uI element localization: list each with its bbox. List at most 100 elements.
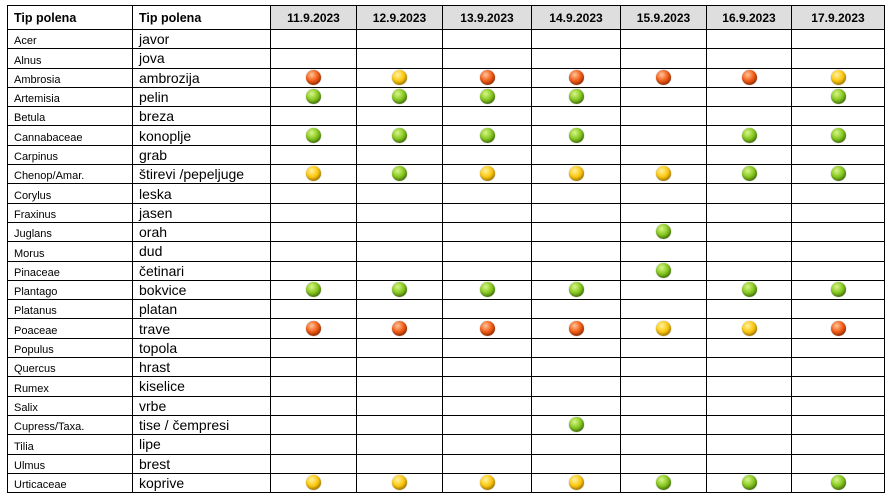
pollen-latin-name: Tilia (7, 434, 133, 455)
pollen-latin-name: Acer (7, 28, 133, 50)
pollen-level-cell (270, 434, 357, 455)
pollen-level-cell (706, 414, 792, 436)
pollen-level-cell (706, 106, 792, 127)
level-low-dot-icon (568, 282, 584, 298)
pollen-local-name: kiselice (132, 376, 271, 397)
pollen-level-cell (620, 106, 707, 127)
pollen-level-cell (270, 337, 357, 359)
pollen-local-name: topola (132, 337, 271, 359)
pollen-level-cell (356, 86, 443, 108)
pollen-level-cell (706, 144, 792, 166)
pollen-level-cell (442, 299, 532, 320)
pollen-level-cell (531, 453, 621, 474)
pollen-level-cell (531, 28, 621, 50)
level-low-dot-icon (306, 89, 321, 105)
level-high-dot-icon (568, 70, 584, 85)
pollen-level-cell (270, 221, 357, 243)
pollen-local-name: leska (132, 183, 271, 204)
level-low-dot-icon (392, 127, 407, 143)
pollen-level-cell (356, 221, 443, 243)
pollen-latin-name: Platanus (7, 299, 133, 320)
pollen-level-cell (791, 337, 885, 359)
pollen-local-name: grab (132, 144, 271, 166)
pollen-level-cell (706, 202, 792, 223)
header-local-name: Tip polena (132, 5, 271, 30)
pollen-level-cell (356, 67, 443, 88)
pollen-level-cell (791, 144, 885, 166)
pollen-local-name: konoplje (132, 125, 271, 146)
table-header-row: Tip polena Tip polena 11.9.2023 12.9.2023… (7, 5, 885, 30)
pollen-level-cell (791, 318, 885, 339)
pollen-level-cell (356, 106, 443, 127)
table-row: Cupress/Taxa. tise / čempresi (7, 414, 885, 436)
pollen-level-cell (620, 337, 707, 359)
pollen-latin-name: Salix (7, 395, 133, 416)
pollen-level-cell (620, 221, 707, 243)
pollen-local-name: orah (132, 221, 271, 243)
pollen-level-cell (356, 125, 443, 146)
pollen-level-cell (356, 434, 443, 455)
pollen-level-cell (706, 299, 792, 320)
pollen-forecast-table: Tip polena Tip polena 11.9.2023 12.9.2023… (7, 5, 885, 494)
pollen-level-cell (356, 472, 443, 494)
level-high-dot-icon (656, 70, 671, 85)
table-row: Cannabaceae konoplje (7, 125, 885, 146)
header-date: 14.9.2023 (531, 5, 621, 30)
level-low-dot-icon (656, 262, 671, 278)
pollen-level-cell (442, 86, 532, 108)
pollen-level-cell (620, 183, 707, 204)
level-high-dot-icon (479, 320, 495, 336)
level-low-dot-icon (568, 417, 584, 433)
pollen-local-name: koprive (132, 472, 271, 494)
pollen-level-cell (442, 472, 532, 494)
pollen-level-cell (442, 357, 532, 378)
level-low-dot-icon (830, 282, 846, 298)
pollen-latin-name: Rumex (7, 376, 133, 397)
pollen-level-cell (791, 414, 885, 436)
pollen-level-cell (356, 376, 443, 397)
level-medium-dot-icon (568, 166, 584, 182)
pollen-level-cell (270, 453, 357, 474)
level-medium-dot-icon (392, 475, 407, 491)
pollen-level-cell (442, 48, 532, 69)
pollen-local-name: pelin (132, 86, 271, 108)
pollen-level-cell (531, 357, 621, 378)
pollen-level-cell (356, 279, 443, 301)
table-row: Platanus platan (7, 299, 885, 320)
level-low-dot-icon (830, 89, 846, 105)
pollen-level-cell (791, 183, 885, 204)
table-row: Betula breza (7, 106, 885, 127)
table-row: Quercus hrast (7, 357, 885, 378)
table-row: Acer javor (7, 28, 885, 50)
pollen-level-cell (620, 376, 707, 397)
pollen-level-cell (531, 376, 621, 397)
pollen-level-cell (706, 376, 792, 397)
pollen-level-cell (531, 221, 621, 243)
pollen-level-cell (442, 395, 532, 416)
pollen-level-cell (620, 414, 707, 436)
level-low-dot-icon (306, 282, 321, 298)
pollen-level-cell (791, 125, 885, 146)
level-high-dot-icon (392, 320, 407, 336)
pollen-local-name: platan (132, 299, 271, 320)
pollen-level-cell (270, 299, 357, 320)
pollen-level-cell (791, 260, 885, 281)
pollen-level-cell (706, 318, 792, 339)
level-medium-dot-icon (306, 475, 321, 491)
pollen-latin-name: Urticaceae (7, 472, 133, 494)
pollen-level-cell (620, 472, 707, 494)
pollen-level-cell (620, 453, 707, 474)
table-row: Juglans orah (7, 221, 885, 243)
pollen-level-cell (531, 260, 621, 281)
level-low-dot-icon (830, 475, 846, 491)
pollen-level-cell (620, 279, 707, 301)
pollen-level-cell (706, 395, 792, 416)
pollen-level-cell (270, 357, 357, 378)
pollen-level-cell (442, 241, 532, 262)
pollen-level-cell (270, 260, 357, 281)
pollen-level-cell (620, 125, 707, 146)
pollen-level-cell (442, 453, 532, 474)
table-row: Chenop/Amar. štirevi /pepeljuge (7, 164, 885, 185)
pollen-latin-name: Chenop/Amar. (7, 164, 133, 185)
table-row: Salix vrbe (7, 395, 885, 416)
